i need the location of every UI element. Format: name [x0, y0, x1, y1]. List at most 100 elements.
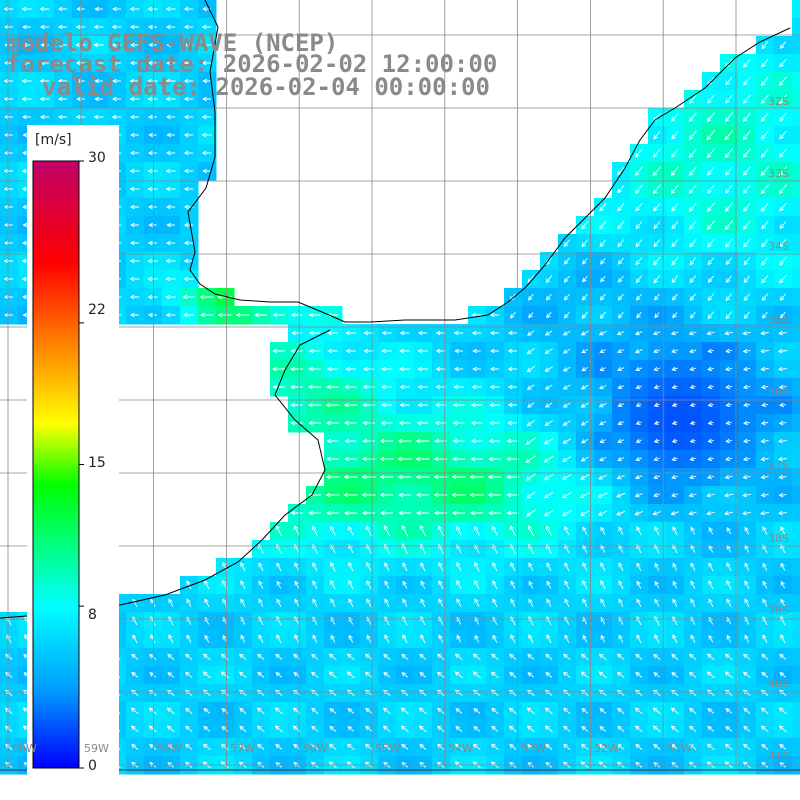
- wind-arrow: [202, 743, 211, 751]
- wind-arrow: [94, 96, 103, 102]
- field-cell: [792, 630, 800, 649]
- field-cell: [792, 702, 800, 721]
- wind-arrow: [186, 598, 192, 608]
- wind-arrow: [490, 653, 499, 661]
- wind-arrow: [272, 366, 285, 372]
- wind-arrow: [256, 725, 265, 733]
- wind-arrow: [616, 689, 625, 697]
- wind-arrow: [599, 726, 607, 732]
- wind-arrow: [743, 94, 751, 104]
- wind-arrow: [563, 275, 570, 283]
- wind-arrow: [760, 384, 769, 390]
- wind-arrow: [724, 671, 733, 679]
- wind-arrow: [469, 474, 484, 480]
- northern-coastline: [187, 0, 791, 323]
- wind-arrow: [653, 366, 660, 372]
- wind-arrow: [415, 438, 430, 444]
- wind-arrow: [760, 492, 769, 498]
- wind-arrow: [469, 492, 484, 498]
- wind-arrow: [581, 311, 589, 319]
- wind-arrow: [634, 474, 643, 480]
- wind-arrow: [580, 330, 589, 336]
- wind-arrow: [706, 492, 716, 498]
- wind-arrow: [490, 671, 499, 679]
- wind-arrow: [490, 743, 499, 751]
- wind-arrow: [3, 96, 14, 102]
- wind-arrow: [257, 743, 265, 750]
- wind-arrow: [581, 220, 589, 230]
- wind-arrow: [689, 311, 696, 319]
- wind-arrow: [725, 402, 732, 408]
- wind-arrow: [579, 492, 590, 498]
- wind-arrow: [527, 743, 535, 750]
- wind-arrow: [165, 186, 176, 192]
- field-cell: [792, 648, 800, 667]
- wind-arrow: [726, 634, 732, 643]
- wind-arrow: [3, 24, 14, 30]
- wind-arrow: [165, 24, 176, 30]
- wind-arrow: [743, 725, 751, 732]
- wind-arrow: [779, 41, 787, 50]
- wind-arrow: [381, 348, 392, 354]
- wind-arrow: [453, 366, 464, 372]
- wind-arrow: [94, 6, 103, 12]
- wind-arrow: [129, 78, 140, 84]
- wind-arrow: [202, 653, 211, 661]
- wind-arrow: [706, 689, 715, 697]
- wind-arrow: [580, 743, 589, 751]
- wind-arrow: [778, 76, 787, 86]
- wind-arrow: [454, 348, 463, 354]
- wind-arrow: [779, 274, 787, 284]
- wind-arrow: [779, 112, 787, 122]
- lat-label-34s: 34S: [768, 240, 789, 253]
- wind-arrow: [777, 348, 788, 354]
- wind-arrow: [778, 94, 787, 105]
- wind-arrow: [689, 725, 697, 733]
- wind-arrow: [183, 60, 194, 66]
- wind-arrow: [344, 384, 357, 390]
- wind-arrow: [93, 114, 104, 120]
- field-cell: [792, 324, 800, 343]
- wind-arrow: [470, 420, 483, 426]
- wind-arrow: [311, 743, 319, 751]
- wind-arrow: [344, 420, 357, 426]
- wind-arrow: [779, 653, 787, 660]
- wind-arrow: [165, 114, 176, 120]
- wind-arrow: [3, 204, 14, 210]
- wind-arrow: [580, 438, 589, 444]
- wind-arrow: [148, 725, 157, 733]
- wind-arrow: [671, 202, 679, 212]
- wind-arrow: [384, 598, 390, 608]
- wind-arrow: [257, 689, 265, 696]
- wind-arrow: [472, 366, 481, 372]
- lon-label-55w: 55W: [375, 742, 400, 755]
- wind-arrow: [111, 24, 122, 30]
- wind-arrow: [509, 671, 517, 678]
- lat-label-38s: 38S: [768, 532, 789, 545]
- southern-coastline: [0, 329, 331, 619]
- wind-arrow: [168, 616, 174, 626]
- field-cell: [792, 612, 800, 631]
- wind-arrow: [150, 615, 156, 626]
- wind-arrow: [165, 258, 176, 264]
- wind-arrow: [760, 348, 769, 354]
- wind-arrow: [204, 634, 210, 643]
- lat-label-39s: 39S: [768, 604, 789, 617]
- wind-arrow: [204, 598, 210, 608]
- wind-arrow: [742, 384, 751, 390]
- wind-arrow: [653, 420, 660, 425]
- wind-arrow: [328, 743, 337, 751]
- wind-arrow: [563, 689, 571, 697]
- wind-arrow: [526, 384, 535, 390]
- wind-arrow: [742, 220, 751, 230]
- wind-arrow: [545, 275, 553, 284]
- wind-arrow: [779, 221, 787, 230]
- wind-arrow: [400, 707, 409, 715]
- wind-arrow: [616, 743, 625, 751]
- wind-arrow: [3, 150, 14, 156]
- wind-arrow: [308, 510, 321, 516]
- lon-label-53w: 53W: [521, 742, 546, 755]
- wind-arrow: [293, 525, 300, 537]
- wind-arrow: [725, 293, 733, 302]
- wind-arrow: [40, 42, 49, 48]
